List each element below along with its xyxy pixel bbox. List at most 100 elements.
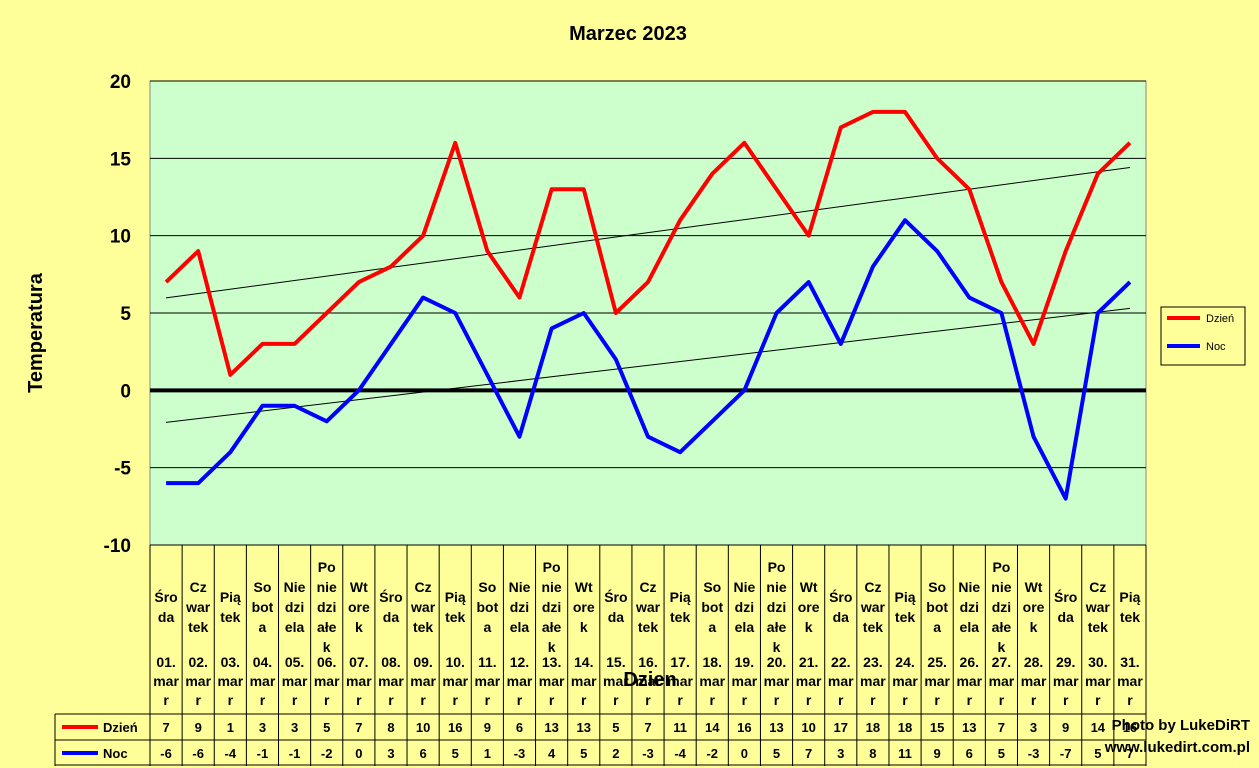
category-date-label: 03. (221, 654, 240, 670)
table-value: 8 (387, 720, 394, 735)
category-date-label: r (710, 692, 716, 708)
category-date-label: r (388, 692, 394, 708)
y-tick-label: 0 (120, 381, 131, 402)
category-day-label: bot (476, 599, 498, 615)
table-value: 2 (612, 746, 619, 761)
category-day-label: Wt (800, 579, 818, 595)
category-date-label: mar (860, 673, 886, 689)
table-value: -4 (225, 746, 237, 761)
category-date-label: mar (764, 673, 790, 689)
table-value: 14 (1091, 720, 1106, 735)
category-day-label: war (1085, 599, 1111, 615)
category-date-label: r (613, 692, 619, 708)
category-date-label: mar (1021, 673, 1047, 689)
category-day-label: k (580, 619, 588, 635)
category-day-label: So (478, 579, 496, 595)
category-date-label: r (902, 692, 908, 708)
category-day-label: tek (638, 619, 658, 635)
category-day-label: ela (285, 619, 305, 635)
category-day-label: Cz (1089, 579, 1106, 595)
table-value: 1 (227, 720, 234, 735)
category-date-label: 29. (1056, 654, 1075, 670)
category-day-label: ela (510, 619, 530, 635)
table-value: 5 (998, 746, 1005, 761)
table-value: 9 (195, 720, 202, 735)
table-value: 9 (484, 720, 491, 735)
category-date-label: r (1095, 692, 1101, 708)
table-value: 10 (801, 720, 815, 735)
category-day-label: Pią (895, 589, 916, 605)
category-date-label: mar (153, 673, 179, 689)
category-date-label: 08. (381, 654, 400, 670)
category-day-label: Nie (958, 579, 980, 595)
table-value: 7 (355, 720, 362, 735)
table-value: 3 (387, 746, 394, 761)
category-day-label: Nie (284, 579, 306, 595)
table-value: -4 (674, 746, 686, 761)
category-date-label: 19. (735, 654, 754, 670)
category-date-label: r (1063, 692, 1069, 708)
category-day-label: a (933, 619, 941, 635)
category-day-label: da (1058, 609, 1075, 625)
category-day-label: ałe (317, 619, 337, 635)
category-day-label: nie (766, 579, 786, 595)
category-date-label: mar (378, 673, 404, 689)
category-day-label: Śro (379, 588, 402, 605)
category-day-label: ore (798, 599, 820, 615)
category-day-label: Pią (1119, 589, 1140, 605)
category-day-label: ela (735, 619, 755, 635)
category-date-label: mar (282, 673, 308, 689)
table-value: 9 (934, 746, 941, 761)
category-date-label: r (806, 692, 812, 708)
table-value: 5 (323, 720, 330, 735)
table-value: -1 (289, 746, 301, 761)
category-day-label: da (833, 609, 850, 625)
gridlines (150, 80, 1146, 546)
category-date-label: mar (346, 673, 372, 689)
category-day-label: da (383, 609, 400, 625)
category-day-label: tek (413, 619, 433, 635)
table-value: 16 (448, 720, 462, 735)
table-value: 0 (741, 746, 748, 761)
category-date-label: mar (507, 673, 533, 689)
category-day-label: tek (670, 609, 690, 625)
category-day-label: Śro (604, 588, 627, 605)
legend-label-night: Noc (1206, 341, 1226, 353)
table-value: 5 (452, 746, 459, 761)
category-date-label: r (420, 692, 426, 708)
table-value: 13 (962, 720, 976, 735)
table-value: 13 (769, 720, 783, 735)
category-day-label: ela (960, 619, 980, 635)
table-value: 3 (259, 720, 266, 735)
x-axis-title: Dzien (623, 669, 676, 691)
table-value: 11 (673, 720, 687, 735)
category-day-label: a (483, 619, 491, 635)
category-date-label: 31. (1120, 654, 1139, 670)
category-date-label: mar (250, 673, 276, 689)
category-date-label: mar (475, 673, 501, 689)
y-axis-title: Temperatura (25, 272, 47, 393)
category-date-label: mar (1117, 673, 1143, 689)
category-date-label: r (967, 692, 973, 708)
category-day-label: a (708, 619, 716, 635)
category-day-label: Pią (670, 589, 691, 605)
category-date-label: mar (956, 673, 982, 689)
category-day-label: Cz (190, 579, 207, 595)
category-day-label: Wt (350, 579, 368, 595)
table-value: -3 (1028, 746, 1040, 761)
table-value: -6 (192, 746, 204, 761)
table-value: 6 (419, 746, 426, 761)
watermark-line-2: www.lukedirt.com.pl (1104, 739, 1250, 756)
category-date-label: 24. (895, 654, 914, 670)
category-day-label: dzi (992, 599, 1011, 615)
table-value: -2 (321, 746, 333, 761)
category-date-label: 17. (670, 654, 689, 670)
category-day-label: dzi (510, 599, 529, 615)
table-value: 1 (484, 746, 491, 761)
category-day-label: k (355, 619, 363, 635)
category-date-label: r (549, 692, 555, 708)
category-day-label: ałe (542, 619, 562, 635)
table-value: 7 (805, 746, 812, 761)
category-day-label: nie (991, 579, 1011, 595)
category-day-label: dzi (960, 599, 979, 615)
